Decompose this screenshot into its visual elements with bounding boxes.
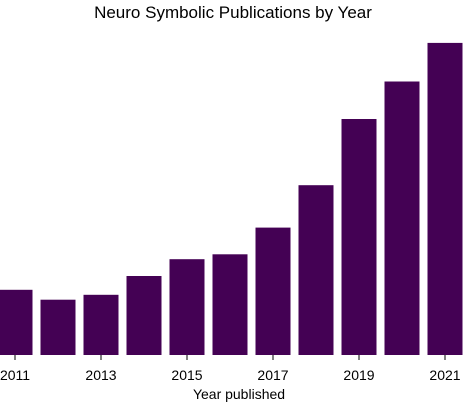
x-axis-label: Year published bbox=[193, 386, 285, 402]
x-tick-label-2013: 2013 bbox=[85, 367, 116, 383]
bar-2015 bbox=[169, 259, 205, 355]
x-tick-label-2017: 2017 bbox=[257, 367, 288, 383]
bars bbox=[0, 42, 463, 356]
bar-2013 bbox=[83, 294, 119, 355]
x-tick-label-2019: 2019 bbox=[343, 367, 374, 383]
bar-2012 bbox=[40, 299, 76, 355]
x-tick-label-2011: 2011 bbox=[0, 367, 30, 383]
bar-2018 bbox=[298, 185, 334, 355]
bar-2011 bbox=[0, 289, 33, 355]
bar-2019 bbox=[341, 119, 377, 355]
bar-2020 bbox=[384, 81, 420, 355]
chart-title: Neuro Symbolic Publications by Year bbox=[94, 3, 372, 22]
x-tick-label-2021: 2021 bbox=[429, 367, 460, 383]
bar-2017 bbox=[255, 227, 291, 355]
x-axis-ticks: 2011 2013 2015 2017 2019 2021 bbox=[0, 355, 461, 383]
bar-2016 bbox=[212, 254, 248, 355]
bar-2021 bbox=[427, 42, 463, 356]
bar-2014 bbox=[126, 276, 162, 355]
x-tick-label-2015: 2015 bbox=[171, 367, 202, 383]
